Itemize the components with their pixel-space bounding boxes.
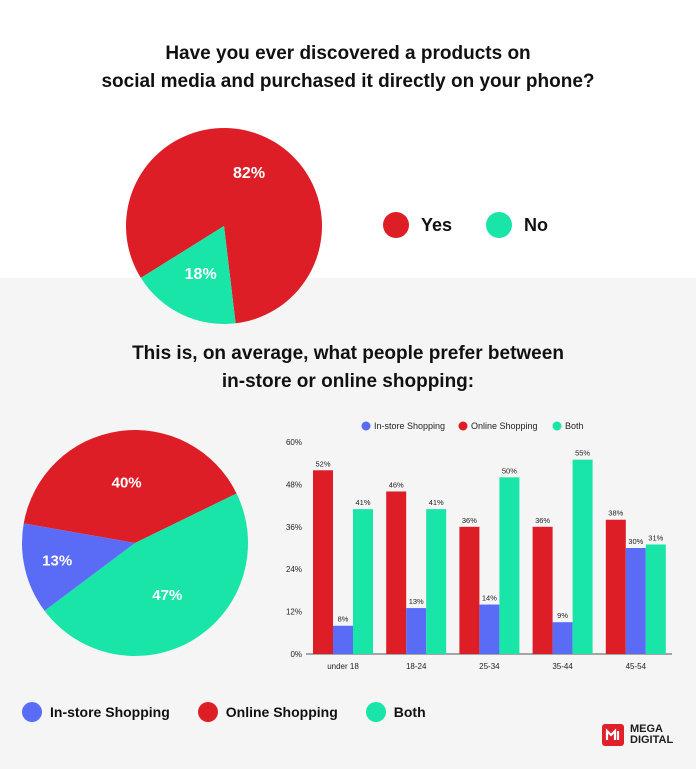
bar-both-25-34	[499, 477, 520, 654]
legend-label-no: No	[524, 214, 549, 235]
bar-in-store-shopping-18-24	[406, 608, 427, 654]
bar-in-store-shopping-under-18	[333, 625, 353, 654]
pie-slice-yes	[125, 127, 322, 324]
bar-legend-label-both: Both	[565, 421, 584, 431]
bar-online-shopping-18-24	[386, 491, 407, 654]
pie-label-online-shopping: 40%	[112, 475, 142, 492]
mega-digital-logo-icon	[602, 724, 624, 746]
bar-value-label: 31%	[648, 533, 663, 542]
x-tick-label: 45-54	[626, 662, 647, 671]
bar-value-label: 38%	[608, 509, 623, 518]
legend-item-both: Both	[365, 702, 426, 722]
bar-value-label: 52%	[315, 459, 330, 468]
online-swatch	[197, 702, 218, 722]
bar-in-store-shopping-25-34	[479, 604, 500, 654]
y-tick-label: 48%	[286, 480, 302, 489]
bar-legend-swatch-online-shopping	[458, 421, 468, 431]
bar-both-35-44	[572, 459, 593, 654]
logo-wordmark: MEGA DIGITAL	[630, 724, 673, 746]
no-swatch	[486, 212, 513, 238]
yes-no-legend: Yes No	[383, 212, 582, 238]
bar-in-store-shopping-45-54	[625, 548, 646, 654]
bar-both-under-18	[353, 509, 373, 654]
preference-title: This is, on average, what people prefer …	[0, 340, 696, 396]
question-title: Have you ever discovered a products on s…	[0, 40, 696, 96]
both-swatch	[365, 702, 386, 722]
y-tick-label: 12%	[286, 608, 302, 617]
preference-legend: In-store Shopping Online Shopping Both	[22, 702, 454, 722]
legend-item-yes: Yes	[383, 212, 452, 238]
preference-pie-chart: 40% 47% 13%	[21, 430, 248, 656]
bar-online-shopping-35-44	[532, 526, 553, 654]
bar-legend-label-in-store-shopping: In-store Shopping	[374, 421, 445, 431]
bar-value-label: 50%	[502, 466, 517, 475]
bar-legend-swatch-in-store-shopping	[361, 421, 371, 431]
bar-value-label: 13%	[409, 597, 424, 606]
bar-value-label: 36%	[535, 516, 550, 525]
bar-value-label: 8%	[338, 615, 349, 624]
pie-slice-in-store-shopping	[21, 523, 135, 611]
bar-legend-label-online-shopping: Online Shopping	[471, 421, 538, 431]
legend-label-yes: Yes	[421, 214, 453, 235]
pie-slice-no	[140, 226, 236, 324]
instore-swatch	[22, 702, 42, 722]
age-group-bar-chart: In-store Shopping Online Shopping Both 0% 12…	[286, 421, 672, 671]
y-tick-label: 60%	[286, 438, 302, 447]
bar-value-label: 41%	[429, 498, 444, 507]
bar-value-label: 41%	[355, 498, 370, 507]
bar-both-18-24	[426, 509, 447, 654]
bar-value-label: 46%	[389, 480, 404, 489]
legend-label-online: Online Shopping	[225, 704, 338, 720]
pie-slice-both	[44, 493, 248, 656]
x-tick-label: 35-44	[552, 662, 573, 671]
bar-value-label: 36%	[462, 516, 477, 525]
preference-title-line2: in-store or online shopping:	[221, 371, 475, 392]
bar-online-shopping-25-34	[459, 526, 480, 654]
bar-value-label: 55%	[575, 449, 590, 458]
yes-no-pie-chart: 82% 18%	[125, 127, 322, 324]
bar-legend-swatch-both	[552, 421, 562, 431]
yes-swatch	[383, 212, 409, 238]
bar-online-shopping-under-18	[313, 470, 333, 654]
legend-item-instore: In-store Shopping	[22, 702, 170, 722]
x-tick-label: 18-24	[406, 662, 427, 671]
top-section	[0, 0, 696, 278]
legend-label-both: Both	[393, 704, 426, 720]
logo-line2: DIGITAL	[630, 734, 674, 746]
question-title-line2: social media and purchased it directly o…	[101, 71, 595, 92]
y-tick-label: 36%	[286, 523, 302, 532]
bar-both-45-54	[645, 544, 666, 654]
bar-in-store-shopping-35-44	[552, 622, 573, 654]
logo-line1: MEGA	[630, 723, 663, 735]
pie-label-no: 18%	[185, 266, 217, 283]
y-tick-label: 24%	[286, 565, 302, 574]
bar-value-label: 30%	[628, 537, 643, 546]
mega-digital-logo: MEGA DIGITAL	[602, 724, 673, 746]
legend-item-online: Online Shopping	[197, 702, 338, 722]
pie-slice-online-shopping	[23, 430, 237, 543]
legend-label-instore: In-store Shopping	[50, 704, 170, 720]
bar-value-label: 9%	[557, 611, 568, 620]
pie-label-in-store-shopping: 13%	[42, 553, 72, 570]
y-tick-label: 0%	[290, 650, 302, 659]
x-tick-label: 25-34	[479, 662, 500, 671]
pie-label-yes: 82%	[233, 165, 265, 182]
bar-online-shopping-45-54	[605, 519, 626, 654]
preference-title-line1: This is, on average, what people prefer …	[132, 343, 564, 364]
legend-item-no: No	[486, 212, 548, 238]
pie-label-both: 47%	[152, 587, 182, 604]
question-title-line1: Have you ever discovered a products on	[165, 43, 531, 64]
bar-value-label: 14%	[482, 594, 497, 603]
x-tick-label: under 18	[327, 662, 359, 671]
